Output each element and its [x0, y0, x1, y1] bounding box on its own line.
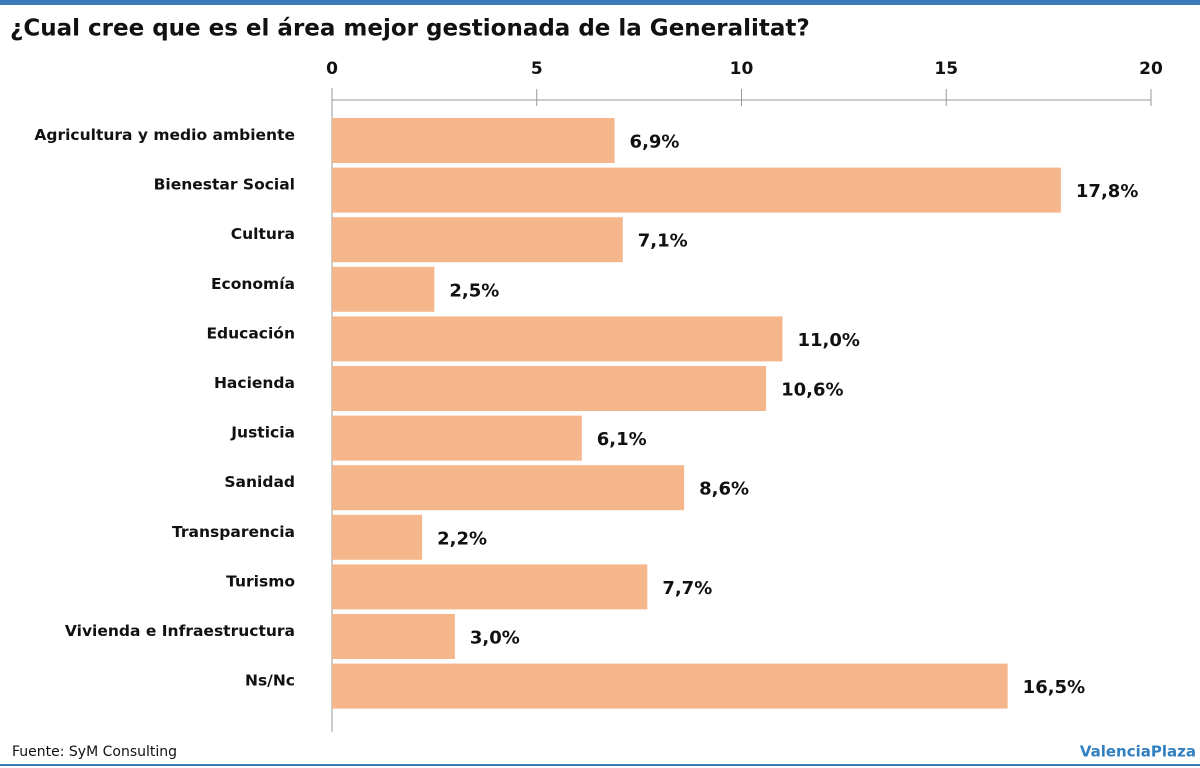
- x-tick-label: 15: [934, 59, 958, 79]
- y-tick-label: Bienestar Social: [154, 176, 295, 194]
- x-tick-label: 5: [531, 59, 543, 79]
- data-label: 7,7%: [662, 578, 712, 599]
- bar: [332, 564, 648, 610]
- data-label: 3,0%: [470, 628, 520, 649]
- data-label: 6,1%: [597, 429, 647, 450]
- x-tick-label: 10: [730, 59, 754, 79]
- x-tick-label: 20: [1139, 59, 1163, 79]
- data-label: 2,2%: [437, 528, 487, 549]
- data-label: 7,1%: [638, 231, 688, 252]
- source: Fuente: SyM Consulting: [12, 744, 177, 760]
- bar: [332, 118, 615, 163]
- y-tick-label: Transparencia: [172, 523, 295, 541]
- data-label: 17,8%: [1076, 181, 1138, 202]
- bar: [332, 514, 423, 560]
- chart-title: ¿Cual cree que es el área mejor gestiona…: [10, 16, 810, 42]
- bar: [332, 614, 455, 659]
- data-label: 2,5%: [449, 280, 499, 301]
- y-tick-label: Agricultura y medio ambiente: [34, 126, 295, 144]
- x-tick-label: 0: [326, 59, 338, 79]
- y-tick-label: Hacienda: [214, 374, 295, 392]
- bar: [332, 415, 582, 461]
- bottom-band: [0, 764, 1200, 766]
- bar: [332, 217, 623, 263]
- y-tick-label: Educación: [206, 324, 295, 342]
- y-tick-label: Justicia: [230, 424, 295, 442]
- y-tick-label: Turismo: [226, 572, 295, 590]
- brand: ValenciaPlaza: [1080, 743, 1196, 761]
- y-tick-label: Cultura: [231, 225, 295, 243]
- bar: [332, 663, 1008, 709]
- top-band: [0, 0, 1200, 5]
- y-tick-label: Vivienda e Infraestructura: [65, 622, 295, 640]
- y-tick-label: Sanidad: [224, 473, 295, 491]
- bar: [332, 366, 767, 411]
- bar: [332, 167, 1061, 213]
- data-label: 10,6%: [781, 380, 843, 401]
- y-tick-label: Ns/Nc: [245, 672, 295, 690]
- bar: [332, 316, 783, 362]
- bar: [332, 266, 435, 312]
- data-label: 16,5%: [1023, 677, 1085, 698]
- data-label: 11,0%: [797, 330, 859, 351]
- data-label: 8,6%: [699, 479, 749, 500]
- bar: [332, 465, 685, 511]
- y-tick-label: Economía: [211, 275, 295, 293]
- data-label: 6,9%: [630, 132, 680, 153]
